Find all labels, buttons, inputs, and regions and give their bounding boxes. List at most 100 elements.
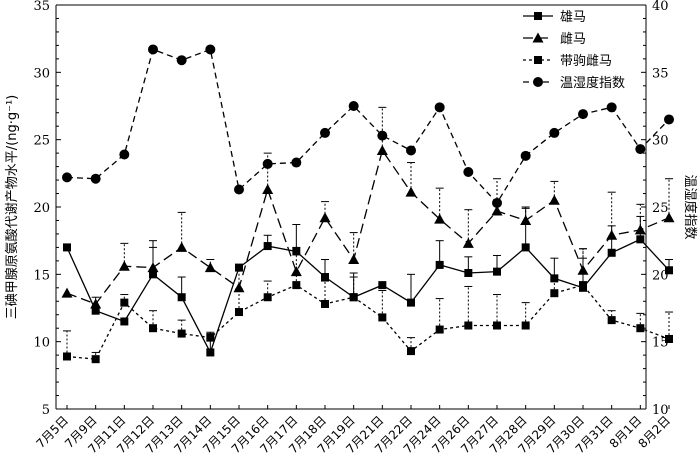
series-3-point	[206, 333, 215, 342]
series-1-point	[263, 242, 272, 251]
series-2-point	[233, 282, 245, 293]
legend-label: 带驹雌马	[560, 53, 612, 69]
series-1-point	[149, 270, 157, 279]
series-2-point	[405, 186, 417, 197]
series-2-point	[118, 260, 130, 271]
series-1-point	[521, 243, 530, 252]
series-1-point	[378, 281, 387, 290]
series-4-point	[148, 44, 158, 55]
legend-marker	[534, 56, 542, 64]
series-3-point	[493, 321, 501, 330]
y2-tick-label: 30	[652, 134, 669, 149]
series-3-point	[665, 334, 673, 343]
series-3-point	[521, 321, 530, 330]
x-tick-label: 8月2日	[635, 413, 673, 451]
legend-marker	[532, 32, 544, 43]
series-4-point	[635, 144, 646, 155]
y-tick-label: 5	[42, 403, 50, 418]
legend-label: 温湿度指数	[560, 75, 625, 91]
series-1-line	[66, 238, 670, 355]
series-2-line	[66, 148, 670, 305]
series-1-point	[550, 274, 559, 283]
series-1-point	[636, 235, 645, 244]
y2-tick-label: 15	[652, 336, 669, 351]
series-1-point	[177, 293, 186, 302]
series-3-point	[407, 347, 415, 356]
series-4-point	[62, 172, 72, 183]
series-4-point	[520, 150, 531, 161]
legend-marker	[534, 12, 542, 20]
y2-axis-title: 温湿度指数	[682, 174, 698, 239]
series-1-point	[493, 267, 501, 276]
series-4-point	[205, 44, 216, 55]
legend-label: 雄马	[560, 10, 586, 25]
series-3-point	[579, 281, 587, 290]
y-axis-title: 三碘甲腺原氨酸代谢产物水平/(ng·g⁻¹)	[4, 95, 20, 319]
series-2-point	[663, 212, 675, 223]
series-2-point	[204, 262, 216, 273]
series-4-point	[492, 197, 502, 208]
y2-tick-label: 40	[652, 0, 669, 14]
series-3-point	[435, 325, 444, 334]
series-2-point	[61, 287, 73, 298]
series-4-point	[434, 102, 445, 113]
y-tick-label: 35	[33, 0, 50, 14]
series-1-point	[464, 268, 473, 277]
series-1-point	[665, 266, 673, 275]
y-tick-label: 15	[33, 268, 50, 283]
series-1-point	[292, 247, 301, 256]
series-4-point	[176, 55, 187, 66]
series-2-point	[262, 183, 274, 194]
series-1-point	[435, 260, 444, 269]
series-4-point	[549, 127, 560, 138]
y-tick-label: 10	[33, 336, 50, 351]
series-2-point	[634, 224, 646, 235]
series-3-point	[177, 329, 186, 338]
series-1-point	[407, 298, 415, 307]
series-4-point	[90, 173, 101, 184]
series-1-point	[607, 248, 616, 257]
series-4-point	[606, 102, 617, 113]
series-2-point	[577, 264, 589, 275]
series-3-point	[120, 298, 129, 307]
series-2-point	[548, 194, 560, 205]
series-4-point	[262, 158, 273, 169]
series-3-point	[91, 355, 100, 364]
series-4-point	[119, 149, 130, 160]
legend-label: 雌马	[560, 31, 586, 47]
series-2-point	[290, 266, 302, 277]
series-4-point	[348, 101, 359, 111]
series-4-point	[377, 130, 388, 141]
y2-tick-label: 10	[652, 403, 669, 418]
y-tick-label: 30	[33, 66, 50, 81]
series-2-point	[319, 212, 331, 223]
y-tick-label: 20	[33, 201, 50, 216]
series-3-point	[464, 321, 473, 330]
series-1-point	[120, 317, 129, 326]
series-3-point	[607, 316, 616, 325]
series-lines-layer	[66, 48, 670, 360]
series-3-point	[321, 299, 329, 308]
series-2-point	[147, 262, 159, 273]
series-markers-layer	[61, 44, 675, 364]
series-2-point	[462, 237, 474, 248]
series-1-point	[321, 273, 329, 282]
series-3-line	[66, 284, 670, 360]
series-4-point	[320, 127, 330, 138]
series-4-point	[291, 157, 302, 168]
series-1-point	[235, 263, 243, 272]
series-2-point	[520, 214, 532, 225]
series-3-point	[292, 281, 301, 290]
series-3-point	[63, 352, 71, 361]
series-3-point	[235, 308, 243, 317]
y2-tick-label: 20	[652, 268, 669, 283]
series-2-point	[348, 254, 360, 265]
series-4-point	[664, 114, 674, 125]
error-bars-layer	[63, 106, 673, 360]
series-2-point	[606, 229, 618, 240]
series-3-point	[263, 293, 272, 302]
legend-marker	[533, 77, 543, 87]
series-2-point	[176, 241, 188, 252]
